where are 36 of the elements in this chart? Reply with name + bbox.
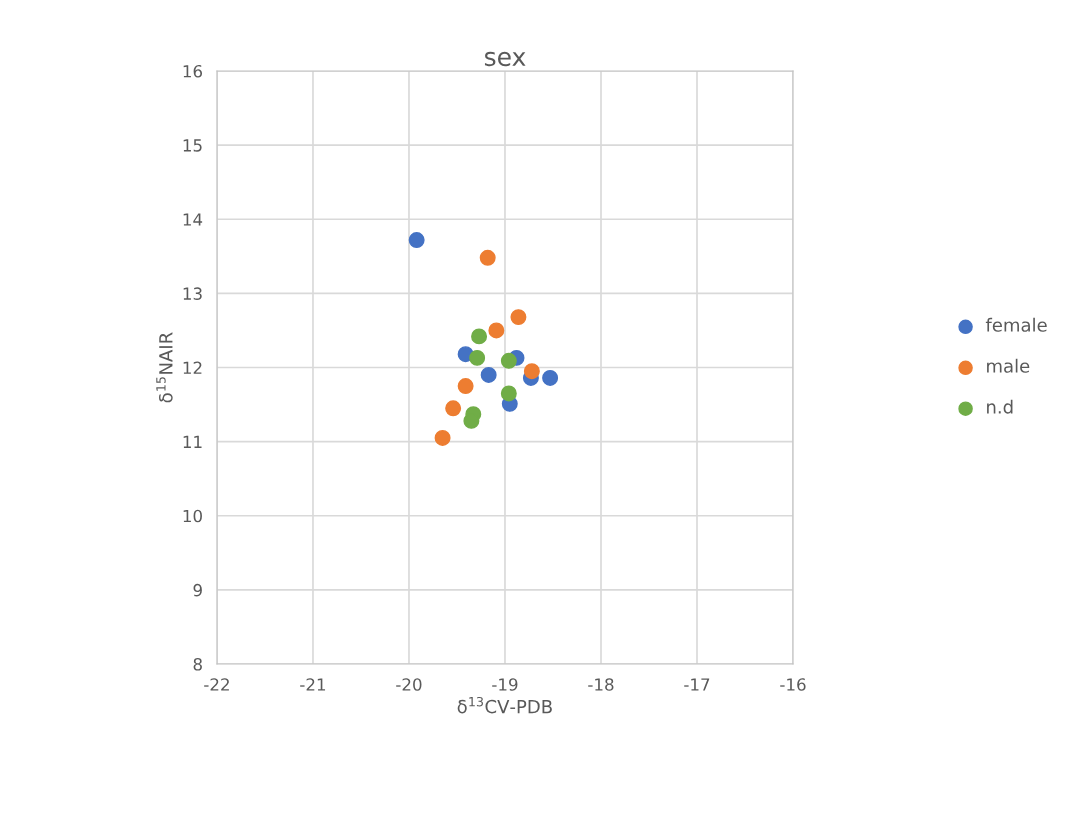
y-tick-label: 11: [183, 435, 202, 448]
legend-label: female: [985, 317, 1047, 332]
y-tick-label: 16: [183, 64, 203, 78]
point: [445, 400, 462, 417]
x-axis-title: δ$^{13}$CV-PDB: [457, 696, 552, 714]
point: [434, 429, 451, 446]
point: [523, 363, 540, 380]
y-tick-label: 9: [193, 583, 202, 597]
y-tick-label: 13: [183, 287, 202, 300]
y-tick-label: 12: [183, 361, 202, 374]
point: [480, 366, 497, 383]
point: [500, 352, 517, 369]
point: [479, 249, 496, 266]
x-tick-label: -19: [492, 678, 518, 691]
legend-label: n.d: [987, 399, 1013, 414]
x-tick-label: -21: [300, 678, 326, 691]
x-tick-label: -22: [204, 678, 229, 691]
y-tick-label: 15: [183, 139, 202, 152]
x-tick-label: -16: [780, 678, 806, 691]
y-tick-label: 8: [193, 657, 202, 671]
point: [469, 349, 486, 366]
point: [457, 378, 474, 395]
x-tick-label: -20: [396, 678, 422, 691]
point: [510, 309, 527, 326]
x-tick-label: -18: [588, 678, 614, 691]
y-tick-label: 10: [183, 509, 202, 523]
chart-title: sex: [484, 51, 526, 67]
point: [408, 232, 425, 249]
point: [500, 385, 517, 402]
legend-label: male: [987, 358, 1030, 373]
y-tick-label: 14: [183, 213, 203, 226]
point: [471, 328, 488, 345]
point: [542, 369, 559, 386]
point: [488, 322, 505, 339]
x-tick-label: -17: [684, 678, 710, 691]
y-axis-title: δ$^{15}$NAIR: [156, 332, 173, 403]
